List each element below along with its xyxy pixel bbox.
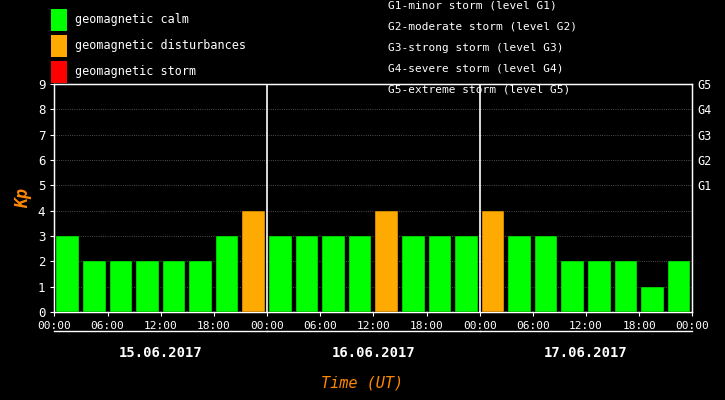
Bar xyxy=(136,261,159,312)
Bar xyxy=(189,261,212,312)
Bar xyxy=(668,261,690,312)
Bar xyxy=(508,236,531,312)
Bar xyxy=(561,261,584,312)
Bar xyxy=(57,236,79,312)
Bar xyxy=(83,261,106,312)
Bar xyxy=(376,211,398,312)
Bar xyxy=(641,287,664,312)
Bar xyxy=(349,236,371,312)
Bar xyxy=(162,261,186,312)
Text: 17.06.2017: 17.06.2017 xyxy=(544,346,628,360)
Text: geomagnetic calm: geomagnetic calm xyxy=(75,14,189,26)
Bar xyxy=(428,236,451,312)
Bar xyxy=(109,261,132,312)
Bar xyxy=(216,236,239,312)
Text: G1-minor storm (level G1): G1-minor storm (level G1) xyxy=(388,1,557,11)
Bar xyxy=(402,236,425,312)
Text: 16.06.2017: 16.06.2017 xyxy=(331,346,415,360)
Text: 15.06.2017: 15.06.2017 xyxy=(119,346,202,360)
Bar xyxy=(242,211,265,312)
Text: geomagnetic disturbances: geomagnetic disturbances xyxy=(75,40,246,52)
Bar xyxy=(588,261,610,312)
Bar xyxy=(269,236,291,312)
Text: geomagnetic storm: geomagnetic storm xyxy=(75,66,196,78)
Bar xyxy=(455,236,478,312)
Bar xyxy=(296,236,318,312)
Bar xyxy=(615,261,637,312)
Bar xyxy=(481,211,505,312)
Text: G3-strong storm (level G3): G3-strong storm (level G3) xyxy=(388,42,563,52)
Bar xyxy=(535,236,558,312)
Text: Time (UT): Time (UT) xyxy=(321,375,404,390)
Bar xyxy=(322,236,345,312)
Y-axis label: Kp: Kp xyxy=(14,188,33,208)
Text: G4-severe storm (level G4): G4-severe storm (level G4) xyxy=(388,63,563,73)
Text: G5-extreme storm (level G5): G5-extreme storm (level G5) xyxy=(388,84,570,94)
Text: G2-moderate storm (level G2): G2-moderate storm (level G2) xyxy=(388,22,577,32)
